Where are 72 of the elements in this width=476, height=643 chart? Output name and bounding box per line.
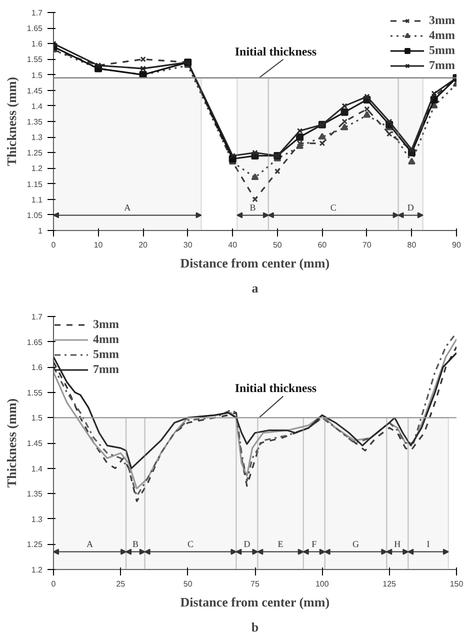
y-tick-label: 1.65 [26,24,44,34]
x-axis-title: Distance from center (mm) [180,594,330,610]
y-tick-label: 1.45 [26,86,44,96]
band-label: C [188,538,194,549]
x-axis-title: Distance from center (mm) [180,256,330,270]
band-label: C [330,202,336,213]
text: b [251,620,259,634]
x-tick-label: 0 [51,240,56,250]
y-tick-label: 1.05 [26,210,44,220]
y-axis-title: Thickness (mm) [4,76,19,166]
x-tick-label: 75 [250,580,260,588]
x-tick-label: 150 [450,580,464,588]
x-tick-label: 50 [183,580,193,588]
band-label: H [394,538,402,549]
band-label: B [132,538,138,549]
legend-label: 3mm [93,317,119,332]
y-tick-label: 1.25 [26,540,44,550]
y-tick-label: 1.55 [26,388,44,398]
legend-label: 4mm [93,332,119,347]
x-tick-label: 125 [382,580,397,588]
y-tick-label: 1.45 [26,439,44,448]
legend-label: 5mm [429,43,455,58]
x-tick-label: 70 [362,240,372,250]
y-tick-label: 1.3 [31,514,44,524]
x-tick-label: 30 [183,240,193,250]
y-tick-label: 1.4 [31,464,44,474]
text: a [252,280,259,296]
legend-label: 3mm [429,13,455,28]
legend-label: 7mm [93,362,119,377]
y-tick-label: 1.2 [31,164,44,174]
y-tick-label: 1.5 [31,414,44,423]
y-tick-label: 1.1 [31,195,44,204]
y-tick-label: 1.6 [31,40,44,49]
x-tick-label: 80 [407,240,417,250]
x-tick-label: 100 [315,580,330,588]
y-tick-label: 1.6 [31,363,44,372]
x-tick-label: 50 [272,240,282,250]
band-label: G [352,538,360,549]
x-tick-label: 60 [318,240,328,250]
legend-label: 5mm [93,347,119,362]
x-tick-label: 10 [94,240,104,250]
y-axis-title: Thickness (mm) [4,398,19,488]
band-label: F [312,538,317,549]
y-tick-label: 1.25 [26,148,44,158]
x-tick-label: 90 [452,240,462,250]
y-tick-label: 1.7 [31,8,44,18]
y-tick-label: 1.35 [26,490,44,499]
ref-line-label: Initial thickness [234,380,317,395]
y-tick-label: 1 [38,226,44,236]
band-label: B [250,202,256,213]
y-tick-label: 1.4 [31,102,44,111]
x-tick-label: 20 [138,240,148,250]
y-tick-label: 1.65 [26,338,44,347]
band-label: I [426,538,430,549]
x-tick-label: 0 [51,580,56,588]
x-tick-label: 40 [228,240,238,250]
band-label: D [407,202,414,213]
legend-label: 7mm [429,58,455,73]
x-tick-label: 25 [116,580,126,588]
y-tick-label: 1.7 [31,312,44,322]
y-tick-label: 1.35 [26,118,44,126]
y-tick-label: 1.15 [26,180,44,189]
ref-line-label: Initial thickness [234,44,317,58]
band-label: A [124,202,132,213]
y-tick-label: 1.3 [31,133,44,142]
y-tick-label: 1.5 [31,70,44,80]
y-tick-label: 1.55 [26,55,44,64]
band-label: A [86,538,94,549]
legend-label: 4mm [429,28,455,43]
band-label: D [244,538,251,549]
y-tick-label: 1.2 [31,566,44,574]
band-label: E [278,538,284,549]
